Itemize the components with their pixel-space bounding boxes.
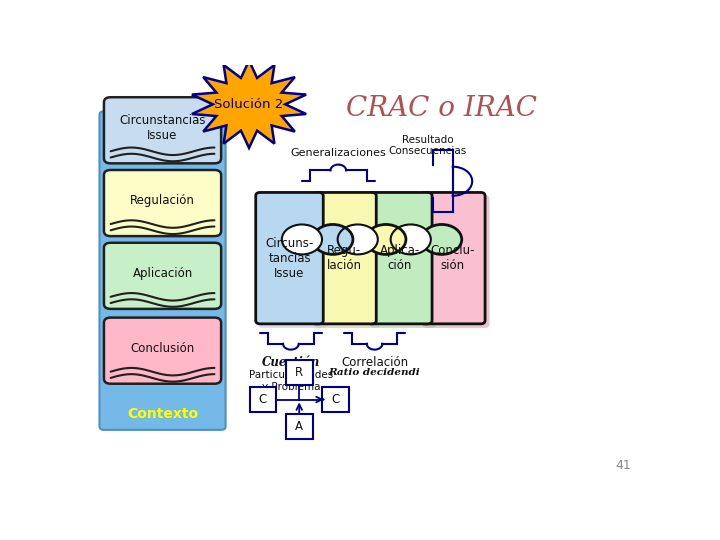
FancyBboxPatch shape: [250, 388, 276, 411]
Text: CRAC o IRAC: CRAC o IRAC: [346, 95, 537, 122]
Text: Cuestión: Cuestión: [262, 356, 320, 369]
Text: Correlación: Correlación: [341, 356, 408, 369]
FancyBboxPatch shape: [312, 192, 377, 324]
Text: Generalizaciones: Generalizaciones: [290, 148, 386, 158]
Text: Solución 2: Solución 2: [215, 98, 284, 111]
Text: Contexto: Contexto: [127, 407, 198, 421]
Text: Circuns-
tancias
Issue: Circuns- tancias Issue: [266, 237, 314, 280]
Text: Aplica-
ción: Aplica- ción: [379, 244, 420, 272]
Text: Particularidades
y Problema: Particularidades y Problema: [248, 370, 333, 392]
Text: Conclu-
sión: Conclu- sión: [431, 244, 475, 272]
Circle shape: [422, 225, 462, 254]
FancyBboxPatch shape: [420, 192, 485, 324]
Text: C: C: [259, 393, 267, 406]
FancyBboxPatch shape: [322, 388, 349, 411]
Text: 41: 41: [616, 460, 631, 472]
FancyBboxPatch shape: [256, 192, 323, 324]
Text: Regulación: Regulación: [130, 194, 195, 207]
Text: A: A: [295, 420, 303, 433]
FancyBboxPatch shape: [369, 195, 436, 328]
Text: C: C: [331, 393, 340, 406]
Circle shape: [312, 225, 353, 254]
FancyBboxPatch shape: [104, 170, 221, 236]
FancyBboxPatch shape: [314, 195, 381, 328]
Text: Conclusión: Conclusión: [130, 342, 194, 355]
Polygon shape: [192, 60, 306, 148]
Text: R: R: [295, 366, 303, 379]
FancyBboxPatch shape: [367, 192, 432, 324]
Text: Circunstancias
Issue: Circunstancias Issue: [120, 114, 206, 142]
FancyBboxPatch shape: [104, 243, 221, 309]
FancyBboxPatch shape: [104, 97, 221, 163]
FancyBboxPatch shape: [286, 360, 312, 384]
Text: Resultado
Consecuencias: Resultado Consecuencias: [389, 134, 467, 156]
Circle shape: [366, 225, 406, 254]
Circle shape: [391, 225, 431, 254]
FancyBboxPatch shape: [286, 415, 312, 438]
Circle shape: [338, 225, 378, 254]
Text: Regu-
lación: Regu- lación: [326, 244, 361, 272]
FancyBboxPatch shape: [99, 111, 225, 430]
FancyBboxPatch shape: [258, 195, 328, 328]
Text: Ratio decidendi: Ratio decidendi: [329, 368, 420, 377]
Text: Aplicación: Aplicación: [132, 267, 193, 280]
Circle shape: [282, 225, 322, 254]
FancyBboxPatch shape: [104, 318, 221, 384]
FancyBboxPatch shape: [423, 195, 490, 328]
